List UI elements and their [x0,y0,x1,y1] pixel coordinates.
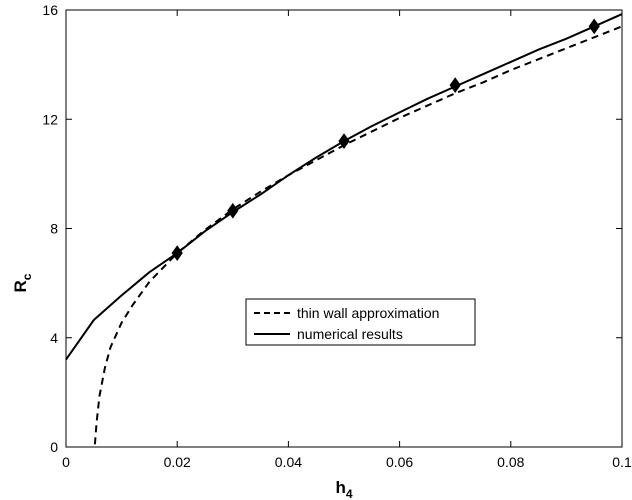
data-marker [171,245,183,261]
plot-frame [65,9,623,448]
x-axis-title-sub: 4 [346,487,353,500]
tick-labels: 0 0.02 0.04 0.06 0.08 0.1 0 4 8 12 16 [42,2,632,470]
x-tick-label: 0.1 [612,454,632,470]
y-tick-label: 12 [42,111,58,127]
marker-layer [171,18,600,261]
x-tick-label: 0.06 [386,454,413,470]
x-axis-title: h4 [335,478,352,500]
y-tick-label: 16 [42,2,58,18]
data-marker [338,133,350,149]
data-marker [449,77,461,93]
series-layer [65,13,623,445]
x-axis-title-main: h [335,478,345,497]
y-tick-label: 4 [50,330,58,346]
x-tick-label: 0.04 [275,454,302,470]
y-axis-title: Rc [11,273,34,292]
data-marker [227,202,239,219]
legend-label-thin-wall: thin wall approximation [297,305,439,321]
axis-ticks [65,9,623,448]
series-line-thin-wall-approximation [93,25,623,445]
x-tick-label: 0.02 [164,454,191,470]
x-tick-label: 0.08 [497,454,524,470]
data-marker [588,18,600,35]
y-axis-title-sub: c [20,273,34,280]
legend-box [245,298,476,346]
y-tick-label: 0 [50,439,58,455]
x-tick-label: 0 [62,454,70,470]
legend-label-numerical: numerical results [297,326,403,342]
y-tick-label: 8 [50,221,58,237]
y-axis-title-main: R [11,280,30,292]
legend: thin wall approximation numerical result… [245,298,476,346]
